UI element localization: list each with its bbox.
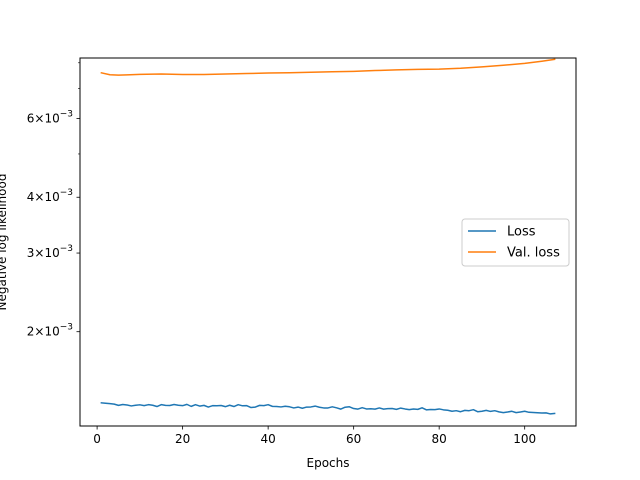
y-tick-mantissa: 2 bbox=[27, 325, 35, 339]
x-tick-label: 100 bbox=[513, 432, 536, 446]
x-tick-label: 80 bbox=[432, 432, 447, 446]
y-tick-times: × bbox=[34, 325, 44, 339]
x-tick-label: 60 bbox=[346, 432, 361, 446]
y-tick-base: 10 bbox=[44, 325, 59, 339]
y-tick-times: × bbox=[34, 112, 44, 126]
y-tick-label: 2×10−3 bbox=[27, 323, 73, 339]
y-axis-label: Negative log likelihood bbox=[0, 174, 9, 311]
y-tick-exponent: −3 bbox=[60, 110, 73, 120]
y-tick-mantissa: 3 bbox=[27, 246, 35, 260]
y-tick-label: 3×10−3 bbox=[27, 244, 73, 260]
x-axis: 0 20 40 60 80 100 bbox=[93, 426, 536, 446]
y-tick-mantissa: 4 bbox=[27, 190, 35, 204]
series-line-loss bbox=[100, 402, 556, 415]
y-tick-exponent: −3 bbox=[60, 188, 73, 198]
y-tick-mantissa: 6 bbox=[27, 112, 35, 126]
legend-label: Loss bbox=[507, 225, 536, 240]
y-tick-times: × bbox=[34, 190, 44, 204]
series-layer bbox=[100, 58, 556, 415]
x-tick-label: 40 bbox=[260, 432, 275, 446]
y-tick-times: × bbox=[34, 246, 44, 260]
x-axis-label: Epochs bbox=[307, 456, 350, 470]
series-line-val-loss bbox=[100, 58, 556, 76]
y-tick-label: 6×10−3 bbox=[27, 110, 73, 126]
x-tick-label: 20 bbox=[175, 432, 190, 446]
y-axis: 2×10−33×10−34×10−36×10−3 bbox=[27, 62, 80, 339]
legend: Loss Val. loss bbox=[461, 218, 570, 267]
y-tick-exponent: −3 bbox=[60, 323, 73, 333]
y-tick-base: 10 bbox=[44, 112, 59, 126]
x-tick-label: 0 bbox=[93, 432, 101, 446]
y-tick-base: 10 bbox=[44, 190, 59, 204]
y-tick-base: 10 bbox=[44, 246, 59, 260]
y-tick-exponent: −3 bbox=[60, 244, 73, 254]
y-tick-label: 4×10−3 bbox=[27, 188, 73, 204]
plot-frame bbox=[79, 57, 577, 427]
legend-label: Val. loss bbox=[507, 246, 560, 261]
